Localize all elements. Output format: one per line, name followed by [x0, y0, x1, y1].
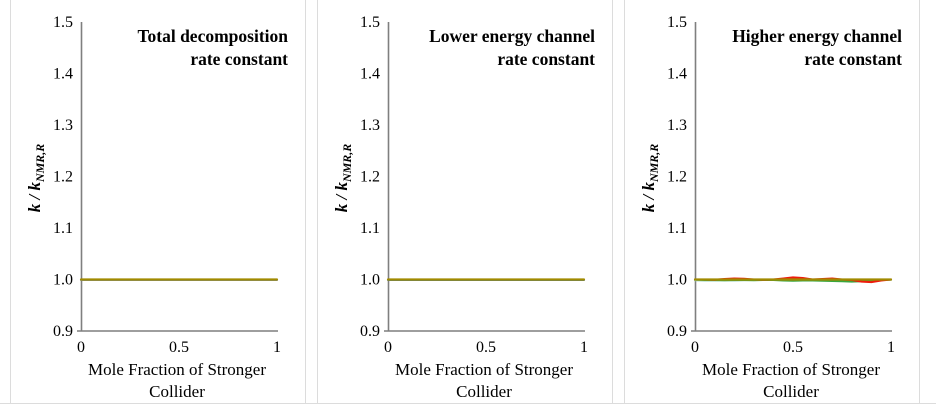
y-axis-title-sub: NMR,R — [340, 144, 354, 183]
chart-svg-total: Total decomposition rate constant 1.5 1.… — [25, 14, 288, 401]
chart-panel-total-decomposition: Total decomposition rate constant 1.5 1.… — [10, 0, 306, 403]
y-tick-label: 1.0 — [360, 272, 380, 289]
x-tick-label: 0 — [691, 339, 699, 356]
y-tick-label: 1.0 — [667, 272, 687, 289]
x-axis-title-line1: Mole Fraction of Stronger — [395, 360, 573, 379]
y-axis-title-sub: NMR,R — [33, 144, 47, 183]
y-tick-label: 1.2 — [667, 169, 687, 186]
x-tick-label: 1 — [580, 339, 588, 356]
y-axis-title-main: k / k — [25, 182, 44, 213]
y-tick-label: 1.4 — [53, 66, 73, 83]
chart-title-line2: rate constant — [804, 49, 902, 69]
y-axis-title-main: k / k — [639, 182, 658, 213]
x-axis-title-line2: Collider — [149, 382, 205, 401]
chart-title-line2: rate constant — [190, 49, 288, 69]
y-tick-label: 1.2 — [53, 169, 73, 186]
x-tick-labels: 0 0.5 1 — [77, 339, 281, 356]
x-axis-title-line2: Collider — [763, 382, 819, 401]
y-axis-title-sub: NMR,R — [647, 144, 661, 183]
series-lines — [79, 278, 279, 281]
x-axis-title-line1: Mole Fraction of Stronger — [88, 360, 266, 379]
x-tick-labels: 0 0.5 1 — [691, 339, 895, 356]
y-tick-label: 0.9 — [53, 323, 73, 340]
y-axis-title: k / kNMR,R — [25, 144, 47, 213]
y-tick-label: 1.4 — [667, 66, 687, 83]
x-tick-labels: 0 0.5 1 — [384, 339, 588, 356]
y-tick-labels: 1.5 1.4 1.3 1.2 1.1 1.0 0.9 — [53, 14, 73, 340]
x-tick-label: 1 — [273, 339, 281, 356]
series-lines — [386, 278, 586, 281]
y-tick-label: 1.3 — [360, 117, 380, 134]
chart-title-line2: rate constant — [497, 49, 595, 69]
x-axis-title-line2: Collider — [456, 382, 512, 401]
y-tick-label: 1.1 — [360, 220, 380, 237]
y-axis-title: k / kNMR,R — [332, 144, 354, 213]
y-tick-labels: 1.5 1.4 1.3 1.2 1.1 1.0 0.9 — [667, 14, 687, 340]
y-tick-label: 1.3 — [53, 117, 73, 134]
y-tick-label: 0.9 — [667, 323, 687, 340]
chart-title-line1: Higher energy channel — [732, 26, 902, 46]
y-tick-label: 0.9 — [360, 323, 380, 340]
chart-svg-higher: Higher energy channel rate constant 1.5 … — [639, 14, 902, 401]
chart-panel-lower-energy: Lower energy channel rate constant 1.5 1… — [317, 0, 613, 403]
x-tick-label: 0.5 — [169, 339, 189, 356]
y-axis-title: k / kNMR,R — [639, 144, 661, 213]
y-tick-labels: 1.5 1.4 1.3 1.2 1.1 1.0 0.9 — [360, 14, 380, 340]
x-tick-label: 0.5 — [476, 339, 496, 356]
y-tick-label: 1.5 — [667, 14, 687, 31]
chart-title-line1: Lower energy channel — [429, 26, 595, 46]
x-axis-title-line1: Mole Fraction of Stronger — [702, 360, 880, 379]
chart-svg-lower: Lower energy channel rate constant 1.5 1… — [332, 14, 595, 401]
x-tick-label: 0 — [384, 339, 392, 356]
y-tick-label: 1.4 — [360, 66, 380, 83]
series-lines — [693, 276, 893, 284]
x-tick-label: 1 — [887, 339, 895, 356]
y-tick-label: 1.5 — [53, 14, 73, 31]
chart-title-line1: Total decomposition — [137, 26, 288, 46]
y-tick-label: 1.1 — [667, 220, 687, 237]
y-tick-label: 1.5 — [360, 14, 380, 31]
y-tick-label: 1.1 — [53, 220, 73, 237]
y-tick-label: 1.2 — [360, 169, 380, 186]
x-tick-label: 0 — [77, 339, 85, 356]
y-axis-title-main: k / k — [332, 182, 351, 213]
y-tick-label: 1.0 — [53, 272, 73, 289]
y-tick-label: 1.3 — [667, 117, 687, 134]
x-tick-label: 0.5 — [783, 339, 803, 356]
chart-panel-higher-energy: Higher energy channel rate constant 1.5 … — [624, 0, 920, 403]
